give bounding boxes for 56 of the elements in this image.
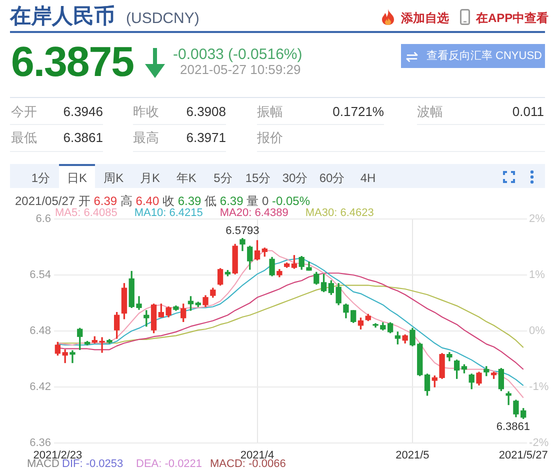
- y-tick-label: 6.48: [30, 325, 51, 338]
- chart-title: 在岸人民币: [10, 4, 115, 28]
- text: 查看反向汇率 CNYUSD: [426, 50, 542, 62]
- y-tick-label: 6.54: [30, 269, 51, 282]
- text: DIF: -0.0253: [62, 458, 124, 470]
- text: 6.3971: [186, 130, 226, 145]
- text: 60分: [319, 171, 345, 185]
- text: 最高: [133, 130, 159, 145]
- candlestick: [70, 350, 76, 364]
- text: 1分: [31, 171, 50, 185]
- text: MA5: 6.4085: [55, 207, 118, 219]
- text: 报价: [257, 130, 283, 145]
- text: 2021/05/27 开 6.39 高 6.40 收 6.39 低 6.39 量 0 -0.05%: [15, 194, 310, 208]
- text: -0.0033 (-0.0516%): [173, 46, 302, 63]
- chart-subtitle: (USDCNY): [126, 10, 200, 27]
- annotation: 6.3861: [496, 420, 530, 432]
- text: 6.3875: [11, 38, 134, 85]
- text: 日K: [66, 171, 88, 185]
- text: 0.011: [512, 104, 544, 118]
- text: MA20: 6.4389: [220, 207, 288, 219]
- y2-tick-label: -2%: [529, 437, 549, 450]
- text: 5分: [214, 171, 232, 185]
- y2-tick-label: -1%: [529, 381, 549, 394]
- x-tick-label: 2021/5/27: [498, 450, 548, 462]
- x-tick-label: 2021/5: [396, 450, 430, 462]
- text: 15分: [245, 171, 271, 185]
- text: MA10: 6.4215: [134, 207, 203, 219]
- text: 振幅: [257, 104, 283, 118]
- text: 月K: [140, 171, 160, 185]
- text: 周K: [104, 171, 124, 185]
- text: 昨收: [133, 104, 159, 118]
- text: 年K: [176, 171, 196, 185]
- text: 30分: [282, 171, 308, 185]
- text: MACD: [27, 458, 60, 470]
- text: 2021-05-27 10:59:29: [180, 62, 301, 76]
- text: 4H: [360, 171, 376, 185]
- text: MA30: 6.4623: [305, 207, 374, 219]
- y-tick-label: 6.36: [30, 437, 51, 450]
- y-tick-label: 6.42: [30, 381, 51, 394]
- text: 波幅: [417, 104, 443, 118]
- y2-tick-label: 0%: [529, 325, 546, 338]
- y-tick-label: 6.6: [36, 213, 51, 226]
- text: 在APP中查看: [476, 10, 549, 24]
- text: 6.3946: [63, 104, 103, 118]
- text: 最低: [11, 130, 37, 145]
- y2-tick-label: 2%: [529, 213, 546, 226]
- text: MACD: -0.0066: [210, 458, 286, 470]
- text: DEA: -0.0221: [136, 458, 202, 470]
- text: 添加自选: [401, 10, 449, 24]
- text: 0.1721%: [332, 104, 384, 118]
- text: 6.3908: [186, 104, 226, 118]
- annotation: 6.5793: [226, 224, 260, 237]
- candlestick: [506, 391, 512, 406]
- y2-tick-label: 1%: [529, 269, 546, 282]
- text: 今开: [11, 104, 37, 118]
- text: 6.3861: [63, 130, 103, 145]
